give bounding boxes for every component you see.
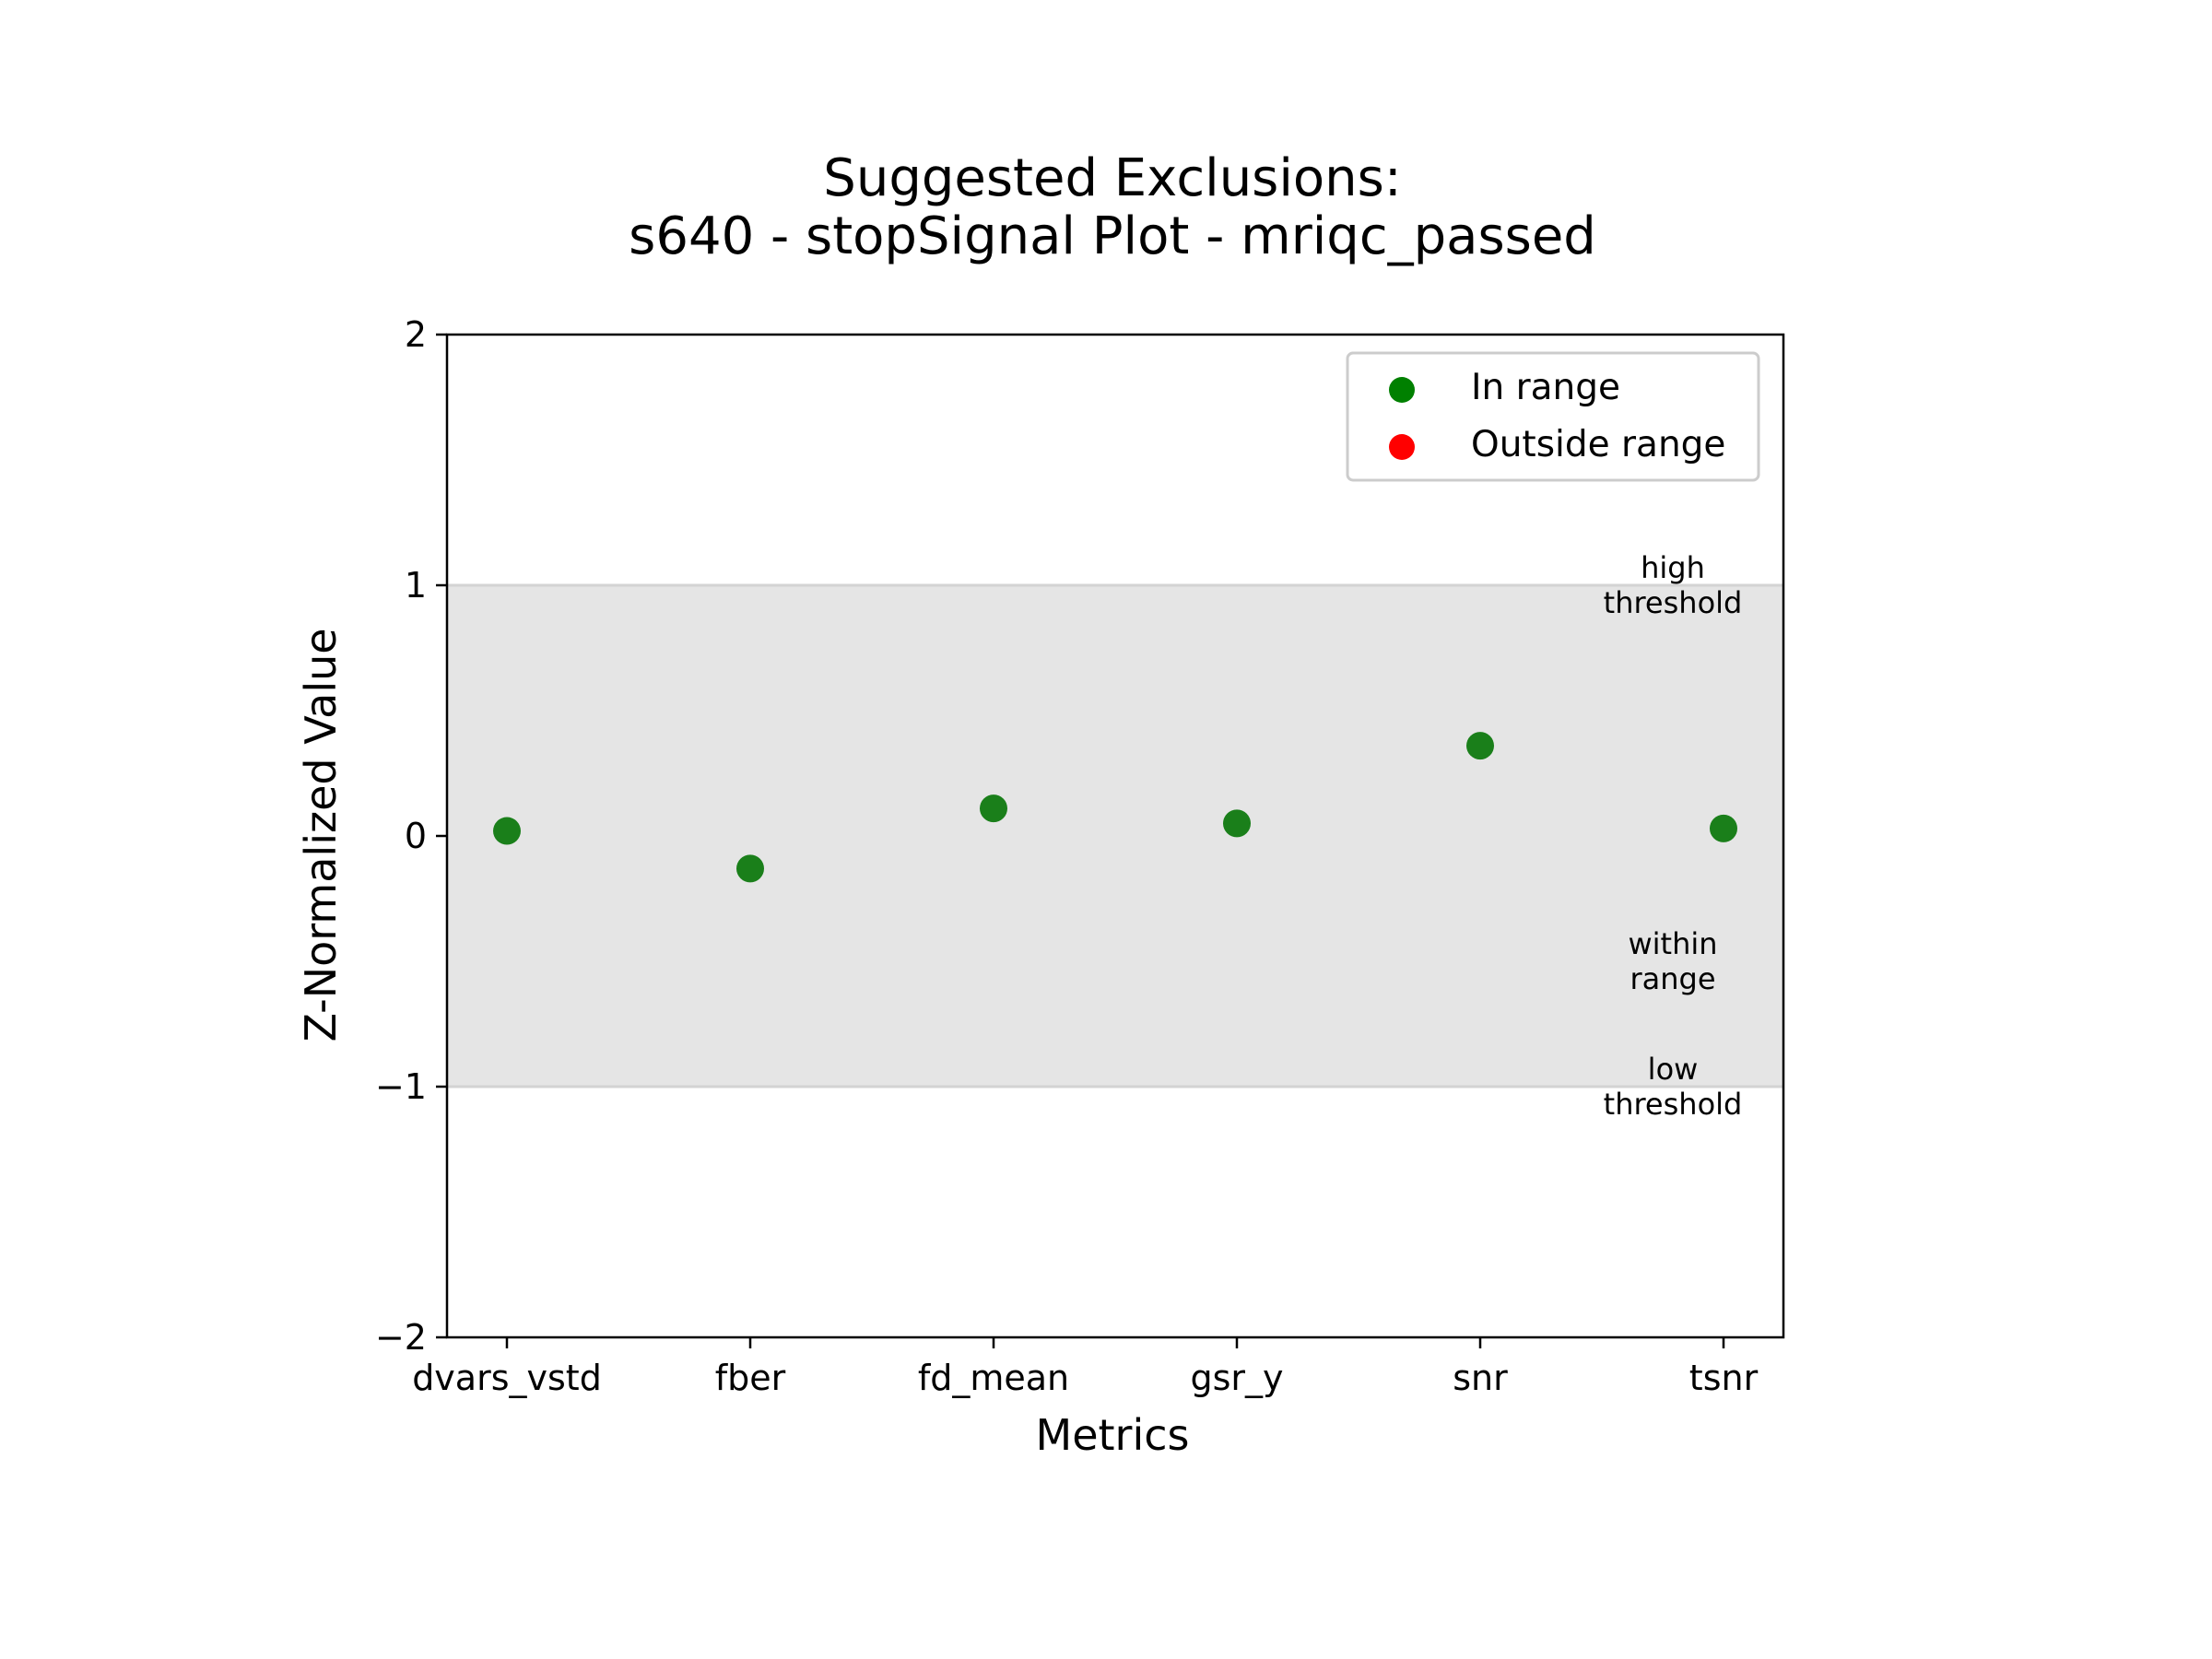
data-point-snr [1466,732,1494,760]
within-range-label-line-2: range [1630,961,1715,996]
legend-marker-outside-range [1389,434,1415,460]
y-tick-label: −2 [375,1317,427,1358]
plot-area: highthresholdwithinrangelowthreshold−2−1… [375,314,1785,1398]
legend-marker-in-range [1389,377,1415,403]
data-point-fd-mean [980,794,1007,823]
data-point-gsr-y [1223,809,1251,838]
y-tick-label: −1 [375,1066,427,1107]
x-tick-label: snr [1453,1358,1508,1398]
x-axis-label: Metrics [1036,1410,1190,1460]
x-tick-label: fber [715,1358,786,1398]
high-threshold-label-line-1: high [1641,550,1705,585]
x-tick-label: gsr_y [1190,1358,1283,1398]
data-point-fber [736,854,764,883]
data-point-tsnr [1710,814,1737,842]
chart-title-line-2: s640 - stopSignal Plot - mriqc_passed [629,206,1596,266]
legend: In range Outside range [1346,351,1760,482]
high-threshold-label-line-2: threshold [1604,585,1743,620]
y-tick-label: 0 [405,816,427,856]
y-axis-label: Z-Normalized Value [296,628,346,1041]
x-tick-label: tsnr [1689,1358,1759,1398]
within-range-label-line-1: within [1628,926,1717,961]
legend-label-in-range: In range [1471,367,1620,408]
legend-label-outside-range: Outside range [1471,424,1725,465]
low-threshold-label-line-1: low [1648,1052,1699,1087]
data-point-dvars-vstd [493,817,521,845]
low-threshold-label-line-2: threshold [1604,1087,1743,1122]
chart-title-line-1: Suggested Exclusions: [823,148,1401,208]
x-tick-label: fd_mean [918,1358,1069,1398]
legend-box [1346,351,1760,482]
y-tick-label: 2 [405,314,427,355]
x-tick-label: dvars_vstd [412,1358,602,1398]
y-tick-label: 1 [405,565,427,606]
within-range-band [447,585,1783,1087]
